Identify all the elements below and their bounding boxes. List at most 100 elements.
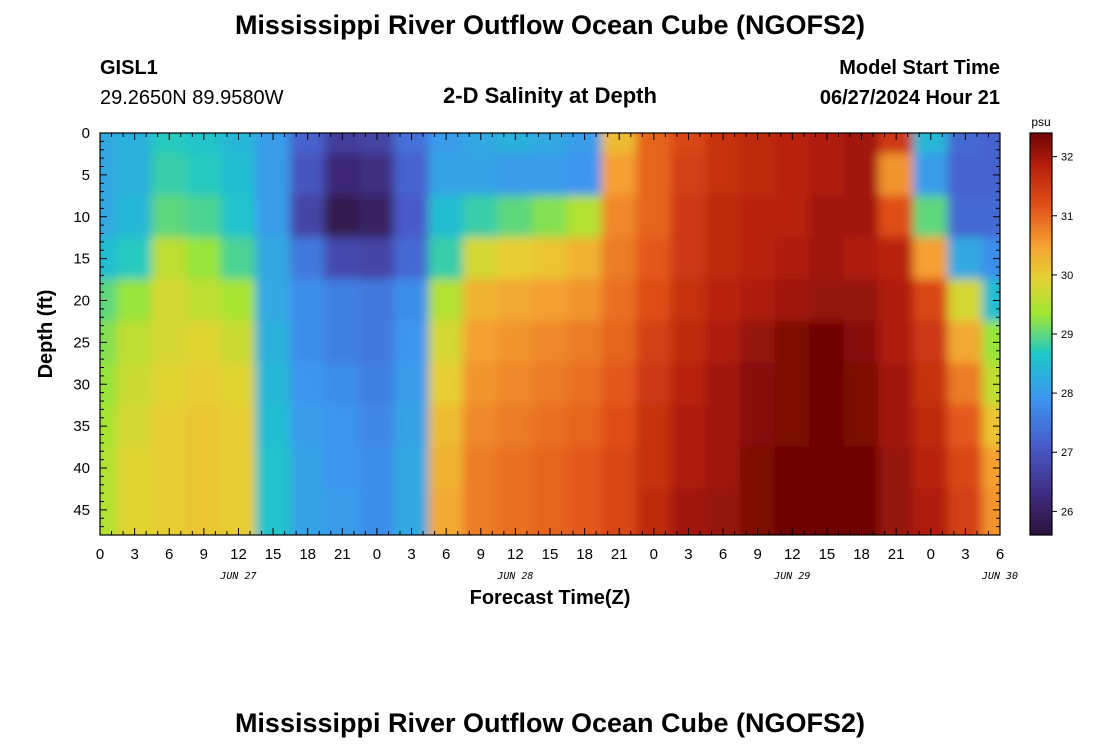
heatmap-cell [843,237,880,281]
x-tick-label: 18 [576,546,593,563]
heatmap-cell [982,521,1000,535]
heatmap-cell [566,404,603,448]
heatmap-cell [359,320,395,364]
heatmap-cell [220,362,257,406]
heatmap-cell [566,279,603,322]
heatmap-cell [601,362,638,406]
heatmap-cell [220,279,257,322]
heatmap-cell [982,195,1000,239]
heatmap-cell [774,153,811,197]
heatmap-cell [739,153,776,197]
heatmap-cell [428,320,464,364]
heatmap-cell [739,237,776,281]
heatmap-cell [255,404,291,448]
heatmap-cell [359,488,395,523]
heatmap-cell [739,362,776,406]
heatmap-cell [912,320,949,364]
heatmap-cell [705,446,741,490]
heatmap-cell [289,153,326,197]
heatmap-cell [359,279,395,322]
x-tick-label: 6 [719,546,727,563]
heatmap-cell [100,488,118,523]
heatmap-cell [532,362,568,406]
footer-title: Mississippi River Outflow Ocean Cube (NG… [234,708,866,738]
heatmap-cell [100,320,118,364]
x-tick-label: 12 [507,546,524,563]
heatmap-cell [532,488,568,523]
heatmap-cell [393,153,430,197]
heatmap-cell [809,279,845,322]
heatmap-cell [843,153,880,197]
x-tick-label: 12 [230,546,247,563]
heatmap-cell [636,488,672,523]
x-tick-label: 12 [784,546,801,563]
heatmap-cell [947,488,984,523]
heatmap-cell [462,195,499,239]
colorbar: psu 26 27 28 29 30 31 32 [1029,115,1073,536]
heatmap-cell [878,195,914,239]
heatmap-cell [739,195,776,239]
colorbar-tick-label: 27 [1061,447,1073,459]
heatmap-cell [774,446,811,490]
heatmap-cell [636,133,672,155]
heatmap-cell [601,133,638,155]
x-tick-label: 15 [819,546,836,563]
heatmap-cell [359,237,395,281]
y-tick-label: 30 [73,376,90,393]
heatmap-cell [116,153,153,197]
station-coordinates: 29.2650N 89.9580W [100,87,284,109]
heatmap-cell [151,320,188,364]
heatmap-cell [116,488,153,523]
heatmap-cell [601,320,638,364]
heatmap-cell [705,404,741,448]
station-id: GISL1 [100,57,158,79]
heatmap-cell [359,195,395,239]
x-tick-label: 15 [265,546,282,563]
heatmap-cell [947,446,984,490]
heatmap-cell [186,153,222,197]
x-tick-label: 21 [334,546,351,563]
x-tick-label: 15 [542,546,559,563]
heatmap-cell [947,153,984,197]
heatmap-cell [912,488,949,523]
heatmap-cell [255,279,291,322]
heatmap-cell [774,488,811,523]
colorbar-tick-label: 31 [1061,211,1073,223]
heatmap-cell [878,279,914,322]
heatmap-cell [982,153,1000,197]
heatmap-cell [151,279,188,322]
y-tick-label: 10 [73,209,90,226]
heatmap-cell [497,404,534,448]
heatmap-cell [739,446,776,490]
heatmap-cell [774,133,811,155]
heatmap-cell [186,133,222,155]
heatmap-cell [100,153,118,197]
heatmap-cell [566,446,603,490]
heatmap-cell [255,320,291,364]
heatmap-cell [601,153,638,197]
heatmap-cell [462,153,499,197]
heatmap-cell [878,446,914,490]
heatmap-cell [809,237,845,281]
heatmap-cell [255,237,291,281]
heatmap-cell [739,133,776,155]
x-tick-label: 0 [650,546,658,563]
heatmap-cell [186,488,222,523]
heatmap-cell [982,446,1000,490]
heatmap-cell [151,446,188,490]
heatmap-cell [601,237,638,281]
heatmap-cell [186,279,222,322]
heatmap-cell [359,153,395,197]
heatmap-cell [912,237,949,281]
heatmap-cell [878,404,914,448]
heatmap-cell [739,488,776,523]
y-tick-label: 5 [82,167,90,184]
heatmap-cell [497,153,534,197]
heatmap-cell [116,279,153,322]
heatmap-cell [532,153,568,197]
heatmap-cell [462,446,499,490]
heatmap-cell [116,195,153,239]
heatmap-cell [116,404,153,448]
heatmap-cell [428,279,464,322]
heatmap-cell [255,362,291,406]
